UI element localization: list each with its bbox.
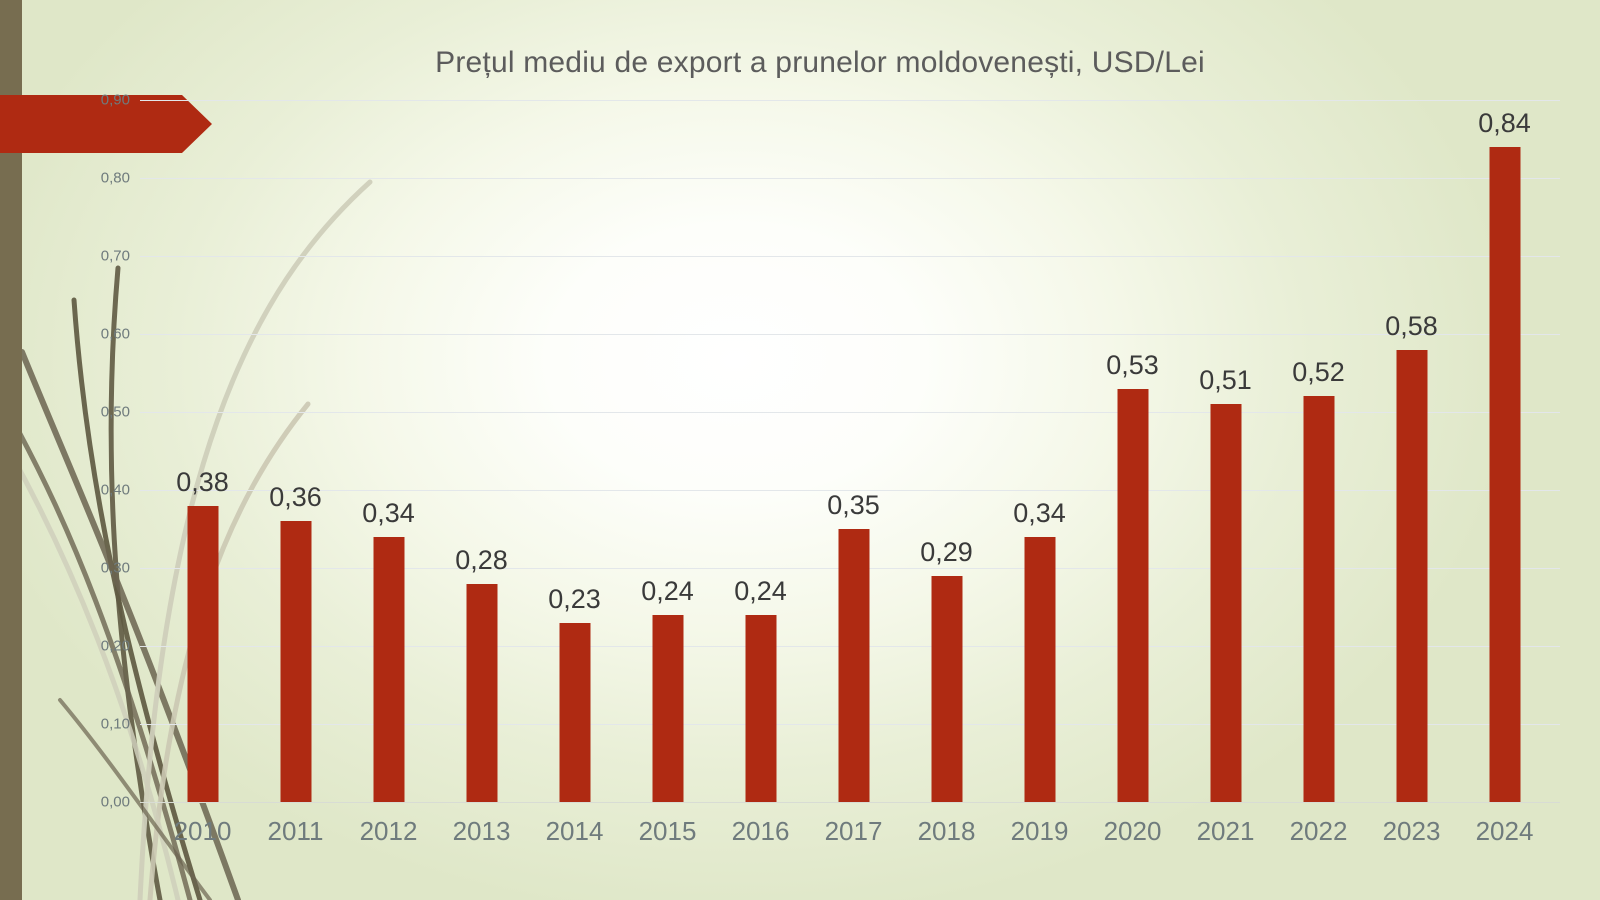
bar-value-label: 0,29 xyxy=(920,536,973,567)
x-axis-tick-label: 2021 xyxy=(1196,816,1255,846)
bar-group[interactable]: 0,51 2021 xyxy=(1179,100,1272,846)
bar[interactable] xyxy=(931,575,962,802)
bar-group[interactable]: 0,35 2017 xyxy=(807,100,900,846)
bar-group[interactable]: 0,58 2023 xyxy=(1365,100,1458,846)
bar[interactable] xyxy=(280,521,311,802)
gridline xyxy=(140,100,1560,101)
bar-group[interactable]: 0,38 2010 xyxy=(156,100,249,846)
bar-value-label: 0,58 xyxy=(1385,310,1438,341)
gridline xyxy=(140,490,1560,491)
bar[interactable] xyxy=(1396,349,1427,802)
y-axis-tick-label: 0,40 xyxy=(100,481,130,499)
bar[interactable] xyxy=(559,622,590,802)
bar-group[interactable]: 0,36 2011 xyxy=(249,100,342,846)
gridline xyxy=(140,334,1560,335)
chart-title: Prețul mediu de export a prunelor moldov… xyxy=(435,46,1205,79)
bar-group[interactable]: 0,24 2015 xyxy=(621,100,714,846)
bar-group[interactable]: 0,28 2013 xyxy=(435,100,528,846)
bar-value-label: 0,24 xyxy=(641,575,694,606)
x-axis-tick-label: 2010 xyxy=(173,816,232,846)
x-axis-tick-label: 2016 xyxy=(731,816,790,846)
bar[interactable] xyxy=(1303,396,1334,802)
bar[interactable] xyxy=(1489,146,1520,802)
x-axis-tick-label: 2011 xyxy=(267,816,324,846)
x-axis-tick-label: 2022 xyxy=(1289,816,1348,846)
bar[interactable] xyxy=(838,529,869,802)
x-axis-tick-label: 2024 xyxy=(1475,816,1534,846)
bar-group[interactable]: 0,29 2018 xyxy=(900,100,993,846)
bar-group[interactable]: 0,84 2024 xyxy=(1458,100,1551,846)
bar-group[interactable]: 0,34 2012 xyxy=(342,100,435,846)
bar-value-label: 0,84 xyxy=(1478,107,1531,138)
accent-arrow-banner xyxy=(0,95,212,153)
gridline xyxy=(140,412,1560,413)
bar[interactable] xyxy=(1117,388,1148,802)
y-axis-tick-label: 0,60 xyxy=(100,325,130,343)
bar-value-label: 0,24 xyxy=(734,575,787,606)
y-axis-tick-label: 0,90 xyxy=(100,91,130,109)
bar-value-label: 0,28 xyxy=(455,544,508,575)
x-axis-tick-label: 2017 xyxy=(824,816,883,846)
bar-group[interactable]: 0,34 2019 xyxy=(993,100,1086,846)
bar-group[interactable]: 0,23 2014 xyxy=(528,100,621,846)
bar[interactable] xyxy=(187,505,218,802)
y-axis-tick-label: 0,10 xyxy=(100,715,130,733)
bar-value-label: 0,35 xyxy=(827,490,880,520)
bar[interactable] xyxy=(1024,536,1055,802)
y-axis-tick-label: 0,20 xyxy=(100,637,130,655)
x-axis-tick-label: 2019 xyxy=(1010,816,1069,846)
bar-value-label: 0,38 xyxy=(176,466,229,497)
bar-value-label: 0,53 xyxy=(1106,349,1159,380)
bar-group[interactable]: 0,53 2020 xyxy=(1086,100,1179,846)
bar[interactable] xyxy=(652,614,683,802)
y-axis-tick-label: 0,70 xyxy=(100,247,130,265)
bar-value-label: 0,34 xyxy=(1013,497,1066,528)
bar[interactable] xyxy=(373,536,404,802)
x-axis-tick-label: 2013 xyxy=(452,816,511,846)
x-axis-tick-label: 2015 xyxy=(638,816,697,846)
bar-value-label: 0,34 xyxy=(362,497,415,528)
y-axis-tick-label: 0,30 xyxy=(100,559,130,577)
gridline xyxy=(140,178,1560,179)
bar-group[interactable]: 0,52 2022 xyxy=(1272,100,1365,846)
x-axis-tick-label: 2023 xyxy=(1382,816,1441,846)
bar-group[interactable]: 0,24 2016 xyxy=(714,100,807,846)
left-edge-stripe xyxy=(0,0,22,900)
bar[interactable] xyxy=(745,614,776,802)
bar-value-label: 0,36 xyxy=(269,482,322,513)
x-axis-tick-label: 2018 xyxy=(917,816,976,846)
x-axis-baseline xyxy=(140,802,1560,803)
bar[interactable] xyxy=(1210,404,1241,802)
gridline xyxy=(140,256,1560,257)
x-axis-tick-label: 2014 xyxy=(545,816,604,846)
x-axis-tick-label: 2012 xyxy=(359,816,418,846)
bar[interactable] xyxy=(466,583,497,802)
bar-value-label: 0,52 xyxy=(1292,357,1345,388)
chart-plot-area: 0,90 0,80 0,70 0,60 0,50 0,40 0,30 0,20 0,10 0,00… xyxy=(101,92,1560,846)
y-axis-tick-label: 0,00 xyxy=(100,793,130,811)
y-axis-tick-label: 0,50 xyxy=(100,403,130,421)
bar-value-label: 0,23 xyxy=(548,583,601,614)
y-axis-tick-label: 0,80 xyxy=(100,169,130,187)
bar-series: 0,38 2010 0,36 2011 0,34 2012 0,28 2013 0,23 2014… xyxy=(140,100,1560,846)
x-axis-tick-label: 2020 xyxy=(1103,816,1162,846)
bar-value-label: 0,51 xyxy=(1199,365,1252,396)
